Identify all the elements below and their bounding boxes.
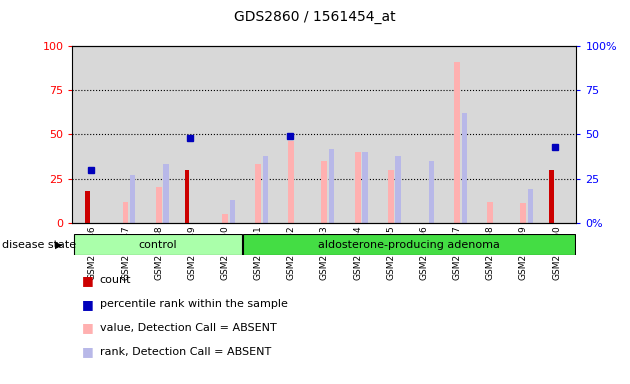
Bar (289, 141, 294, 223)
Bar (396, 156, 401, 223)
Text: ■: ■ (82, 274, 94, 287)
Bar (243, 234, 575, 255)
Bar (156, 187, 162, 223)
Bar (549, 170, 554, 223)
Text: ▶: ▶ (55, 240, 62, 250)
Bar (454, 62, 460, 223)
Bar (329, 149, 335, 223)
Text: aldosterone-producing adenoma: aldosterone-producing adenoma (318, 240, 500, 250)
Bar (487, 202, 493, 223)
Bar (263, 156, 268, 223)
Text: ■: ■ (82, 298, 94, 311)
Bar (122, 202, 129, 223)
Bar (520, 203, 527, 223)
Bar (229, 200, 235, 223)
Bar (428, 161, 434, 223)
Bar (321, 161, 328, 223)
Text: ■: ■ (82, 345, 94, 358)
Bar (355, 152, 360, 223)
Bar (74, 234, 241, 255)
Bar (163, 164, 169, 223)
Bar (462, 113, 467, 223)
Bar (130, 175, 135, 223)
Text: count: count (100, 275, 131, 285)
Text: percentile rank within the sample: percentile rank within the sample (100, 299, 287, 309)
Bar (85, 191, 89, 223)
Bar (255, 164, 261, 223)
Bar (362, 152, 367, 223)
Text: ■: ■ (82, 321, 94, 334)
Text: rank, Detection Call = ABSENT: rank, Detection Call = ABSENT (100, 347, 271, 357)
Text: value, Detection Call = ABSENT: value, Detection Call = ABSENT (100, 323, 277, 333)
Bar (388, 170, 394, 223)
Bar (185, 170, 189, 223)
Text: GDS2860 / 1561454_at: GDS2860 / 1561454_at (234, 10, 396, 23)
Text: disease state: disease state (2, 240, 76, 250)
Bar (528, 189, 534, 223)
Bar (222, 214, 228, 223)
Text: control: control (139, 240, 177, 250)
